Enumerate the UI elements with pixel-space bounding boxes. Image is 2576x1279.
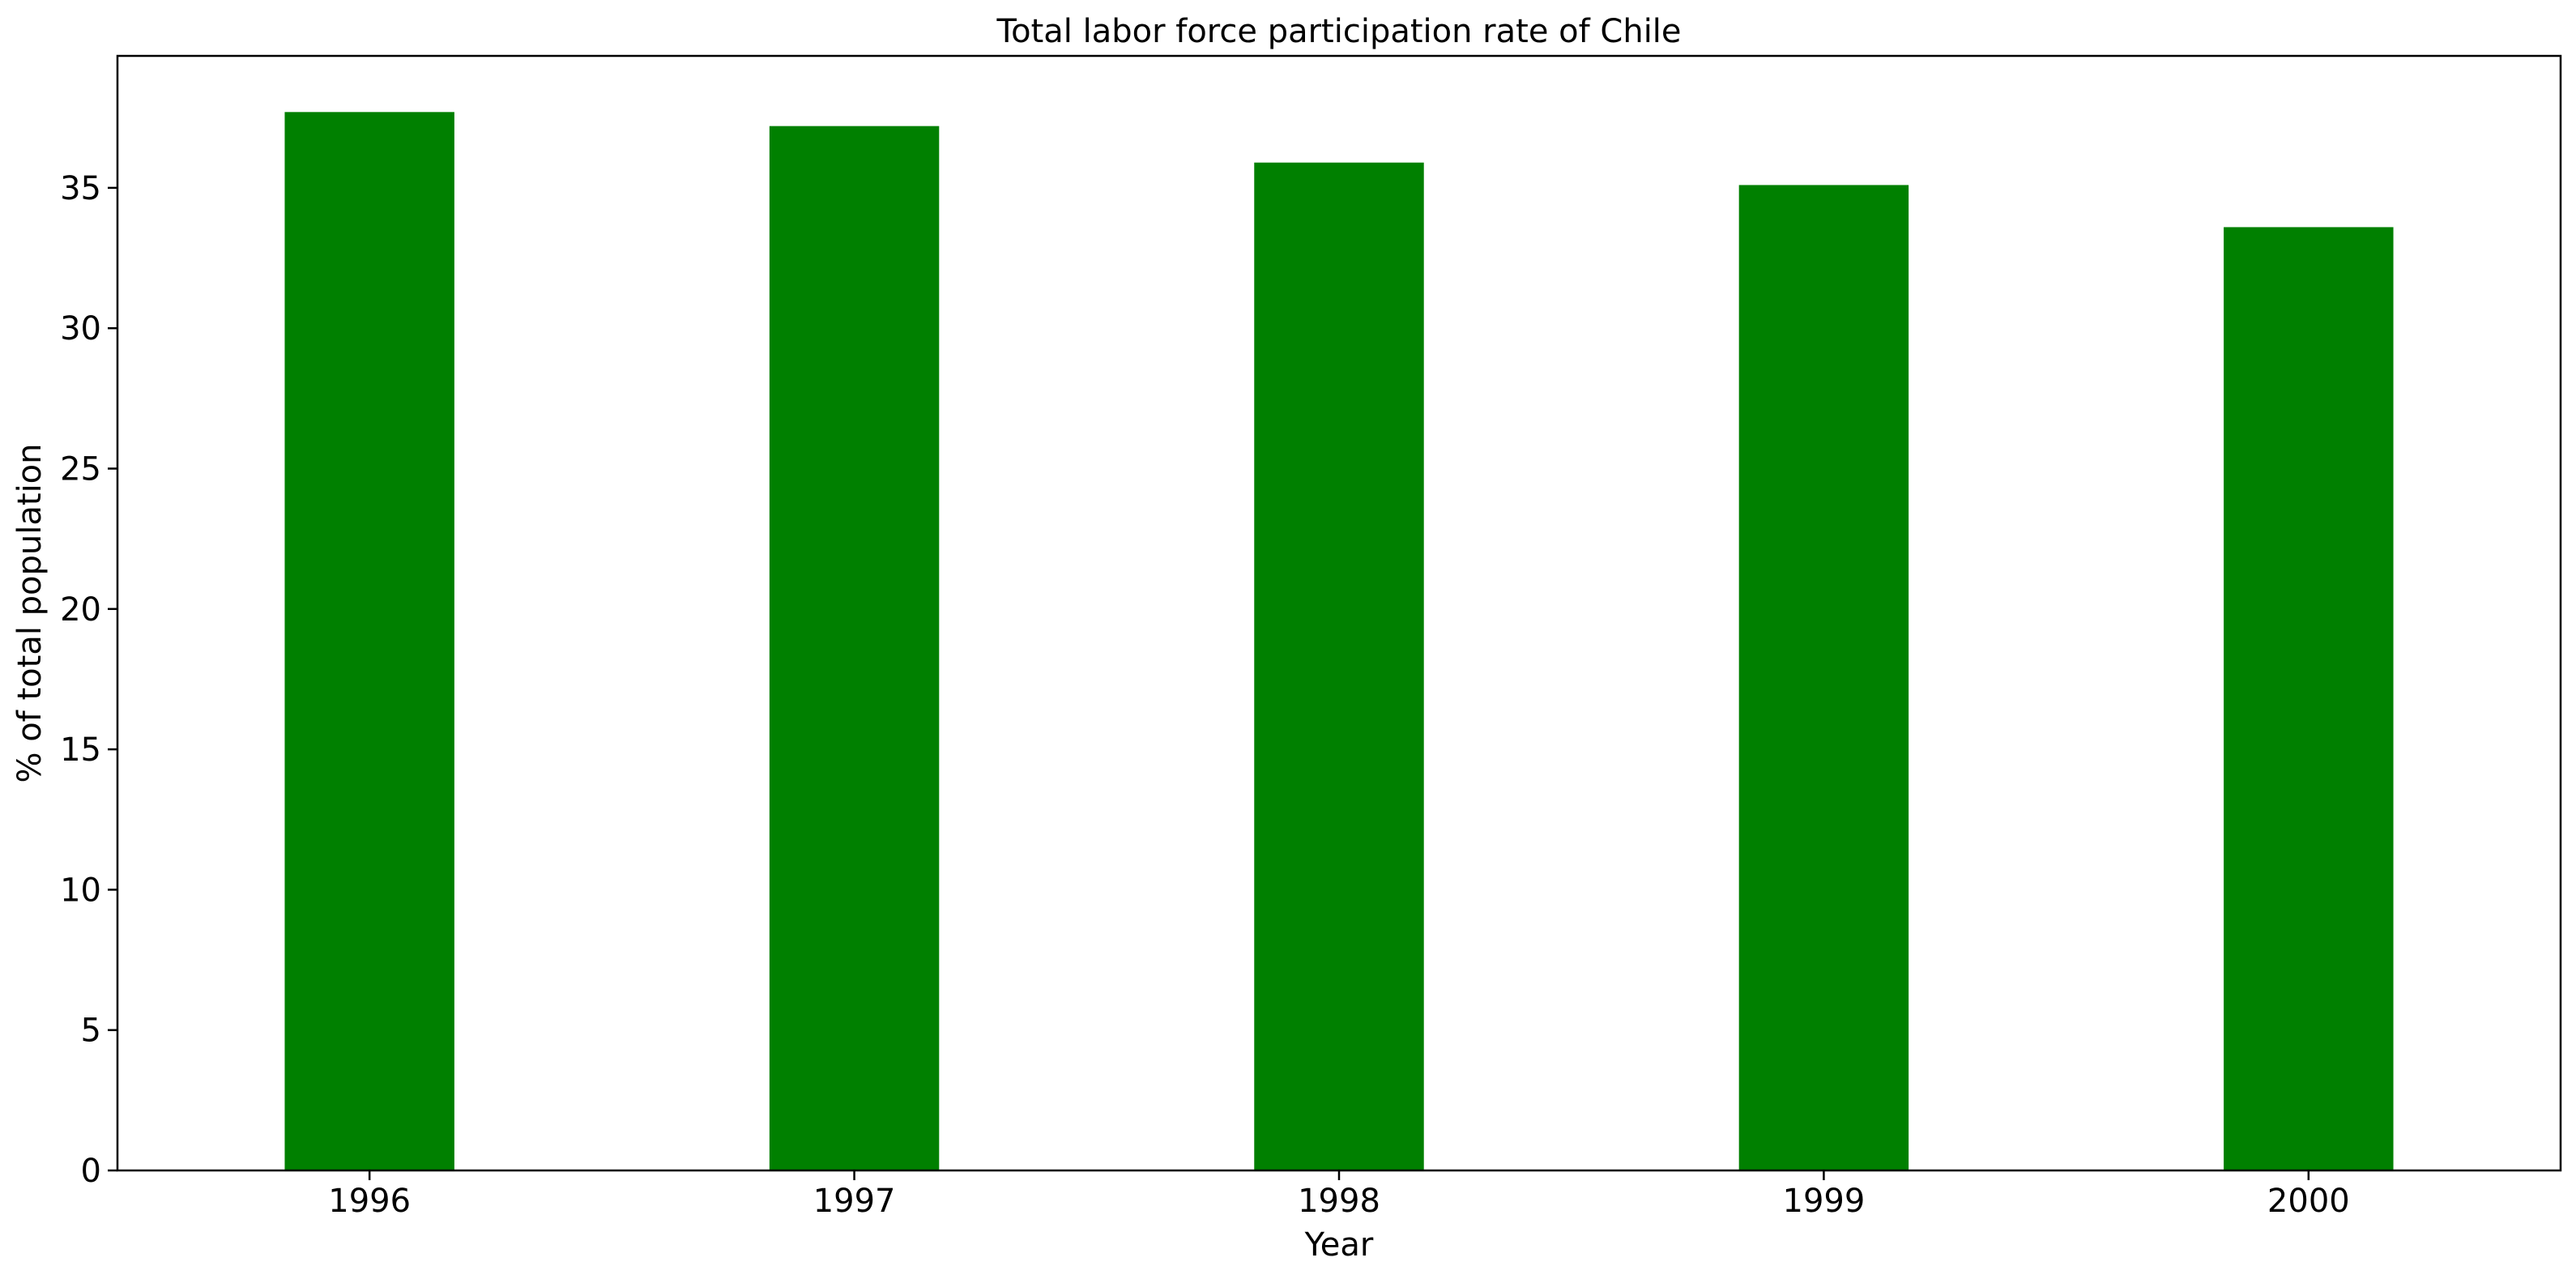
bar-1997: [769, 126, 940, 1170]
y-tick-label: 25: [60, 451, 101, 488]
bar-1996: [284, 112, 454, 1170]
x-tick-label: 2000: [2267, 1183, 2350, 1220]
y-tick-label: 10: [60, 872, 101, 909]
bar-1999: [1738, 185, 1909, 1170]
x-tick-label: 1997: [813, 1183, 896, 1220]
y-axis-ticks: 0 5 10 15 20 25 30 35: [60, 170, 117, 1190]
y-tick-label: 30: [60, 310, 101, 347]
chart-title: Total labor force participation rate of …: [996, 13, 1681, 50]
bars-group: [284, 112, 2394, 1171]
plot-area-frame: [116, 54, 2562, 1172]
bar-2000: [2224, 227, 2394, 1171]
bar-1998: [1254, 162, 1424, 1171]
x-axis-ticks: 1996 1997 1998 1999 2000: [328, 1170, 2350, 1220]
x-tick-label: 1996: [328, 1183, 411, 1220]
x-axis-label: Year: [1304, 1226, 1374, 1264]
y-tick-label: 0: [81, 1153, 101, 1190]
y-tick-label: 5: [81, 1013, 101, 1050]
y-axis-label: % of total population: [11, 443, 49, 782]
y-tick-label: 35: [60, 170, 101, 207]
x-tick-label: 1999: [1783, 1183, 1866, 1220]
x-tick-label: 1998: [1298, 1183, 1380, 1220]
y-tick-label: 20: [60, 591, 101, 629]
y-tick-label: 15: [60, 731, 101, 769]
